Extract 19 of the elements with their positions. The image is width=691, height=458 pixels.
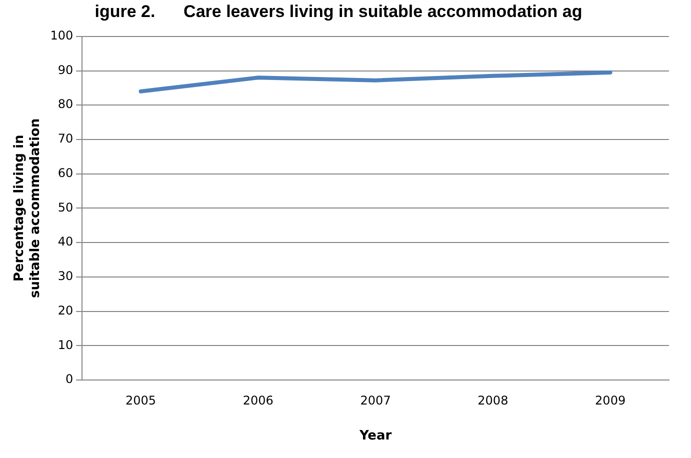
y-axis-title: Percentage living in suitable accommodation [12, 118, 43, 298]
y-tick-label: 80 [58, 97, 74, 112]
x-tick-label: 2008 [478, 393, 508, 408]
x-tick-label: 2006 [242, 393, 274, 408]
y-tick-label: 0 [65, 372, 74, 386]
y-tick-label: 10 [58, 338, 74, 352]
x-tick-label: 2005 [126, 393, 156, 408]
y-tick-label: 50 [58, 200, 74, 214]
x-axis-title: Year [358, 428, 392, 444]
y-tick-label: 100 [50, 28, 74, 43]
x-tick-label: 2009 [595, 393, 626, 408]
y-tick-label: 60 [58, 166, 74, 180]
y-tick-label: 90 [58, 62, 74, 77]
chart-title: igure 2. Care leavers living in suitable accommodation ag [94, 2, 582, 21]
y-tick-label: 30 [58, 269, 74, 284]
y-tick-label: 20 [58, 303, 74, 318]
y-tick-label: 40 [58, 234, 74, 249]
x-tick-label: 2007 [360, 393, 391, 408]
y-tick-label: 70 [58, 132, 74, 146]
